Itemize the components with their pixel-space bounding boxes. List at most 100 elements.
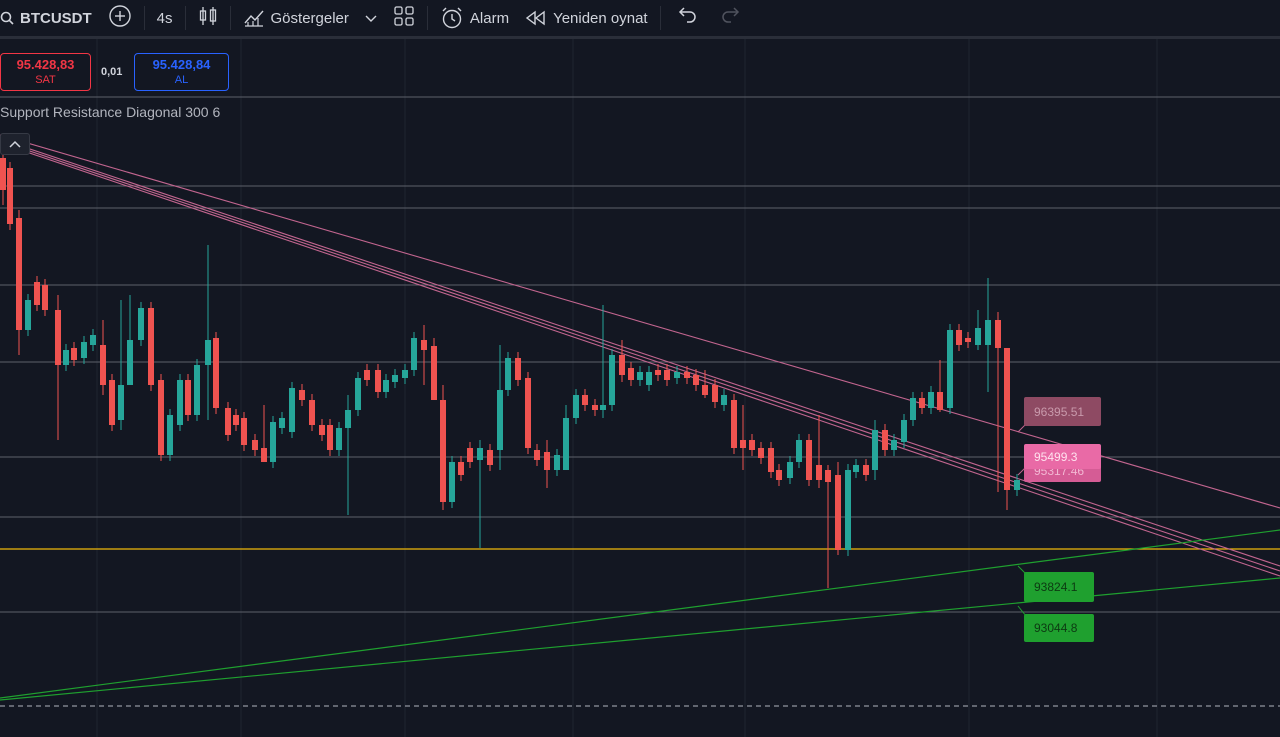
candle <box>63 344 69 371</box>
candle-body <box>42 285 48 310</box>
candle <box>758 442 764 464</box>
candle <box>345 395 351 515</box>
layouts-button[interactable] <box>385 0 423 36</box>
candle <box>947 324 953 414</box>
candle <box>825 465 831 588</box>
add-symbol-button[interactable] <box>100 0 140 36</box>
candle-body <box>299 390 305 400</box>
candle <box>185 374 191 421</box>
add-symbol-icon <box>108 4 132 32</box>
candle <box>582 389 588 411</box>
candle-body <box>127 340 133 385</box>
candle <box>646 366 652 391</box>
alarm-icon <box>440 6 464 30</box>
candle-body <box>100 345 106 385</box>
replay-button[interactable]: Yeniden oynat <box>517 0 656 36</box>
candle-body <box>55 310 61 365</box>
candle-body <box>431 346 437 400</box>
candle-body <box>185 380 191 415</box>
candle <box>167 409 173 461</box>
candle-body <box>158 380 164 455</box>
diagonal-trend-lines <box>0 134 1280 701</box>
candle <box>956 324 962 351</box>
candle-body <box>600 405 606 410</box>
buy-button[interactable]: 95.428,84 AL <box>134 53 229 91</box>
candle <box>910 392 916 426</box>
candle-body <box>796 440 802 462</box>
candle <box>891 434 897 456</box>
indicators-button[interactable]: Göstergeler <box>235 0 357 36</box>
candle-body <box>965 338 971 342</box>
candle-body <box>872 430 878 470</box>
candle-body <box>279 418 285 428</box>
candle-body <box>421 340 427 350</box>
candle <box>90 329 96 351</box>
undo-button[interactable] <box>665 0 709 36</box>
top-toolbar: BTCUSDT 4s Göstergeler Alarm <box>0 0 1280 39</box>
resistance-trendline <box>0 140 1280 572</box>
price-chart[interactable] <box>0 39 1280 737</box>
candle-body <box>336 428 342 450</box>
candle-body <box>628 368 634 380</box>
candle-body <box>225 408 231 435</box>
candle-body <box>71 348 77 360</box>
candle <box>118 300 124 430</box>
interval-button[interactable]: 4s <box>149 0 181 36</box>
candle-body <box>364 370 370 380</box>
candle-body <box>467 448 473 462</box>
chart-type-button[interactable] <box>190 0 226 36</box>
candle <box>628 362 634 386</box>
divider <box>229 6 231 30</box>
candle-body <box>411 338 417 370</box>
candle-body <box>319 425 325 435</box>
indicator-title[interactable]: Support Resistance Diagonal 300 6 <box>0 104 221 120</box>
candle-body <box>544 452 550 470</box>
candle <box>702 370 708 398</box>
indicators-icon <box>243 8 265 28</box>
candle <box>252 434 258 456</box>
layouts-icon <box>393 5 415 31</box>
buy-price: 95.428,84 <box>152 57 211 72</box>
chart-grid <box>96 39 1158 737</box>
symbol-search[interactable]: BTCUSDT <box>0 0 100 36</box>
indicators-dropdown[interactable] <box>357 0 385 36</box>
sell-price: 95.428,83 <box>16 57 75 72</box>
candle <box>863 459 869 481</box>
candle-body <box>787 462 793 478</box>
candle <box>853 459 859 478</box>
candle-body <box>1004 348 1010 490</box>
candle-body <box>392 375 398 382</box>
support-label-2: 93044.8 <box>1024 614 1094 642</box>
candle <box>637 366 643 386</box>
candle-body <box>806 440 812 480</box>
candle-body <box>985 320 991 345</box>
candle <box>177 374 183 431</box>
candle-body <box>901 420 907 442</box>
candle <box>16 210 22 355</box>
candle <box>655 364 661 381</box>
redo-icon <box>717 6 745 30</box>
resistance-label-2: 95499.3 <box>1024 444 1101 469</box>
candle <box>554 449 560 476</box>
candle-body <box>205 340 211 365</box>
candle <box>768 442 774 478</box>
candle <box>375 364 381 398</box>
sell-button[interactable]: 95.428,83 SAT <box>0 53 91 91</box>
candle <box>712 379 718 408</box>
alarm-button[interactable]: Alarm <box>432 0 517 36</box>
candle <box>7 162 13 230</box>
resistance-trendline <box>0 138 1280 567</box>
support-label-1: 93824.1 <box>1024 572 1094 602</box>
candle <box>467 442 473 468</box>
symbol-name: BTCUSDT <box>20 9 92 27</box>
candle-body <box>1014 480 1020 490</box>
candle <box>693 369 699 391</box>
divider <box>659 6 661 30</box>
candle <box>336 422 342 456</box>
candle-body <box>345 410 351 428</box>
candle <box>261 405 267 462</box>
redo-button[interactable] <box>709 0 753 36</box>
candle-body <box>525 378 531 448</box>
support-trendline <box>0 529 1280 699</box>
collapse-button[interactable] <box>0 133 30 155</box>
